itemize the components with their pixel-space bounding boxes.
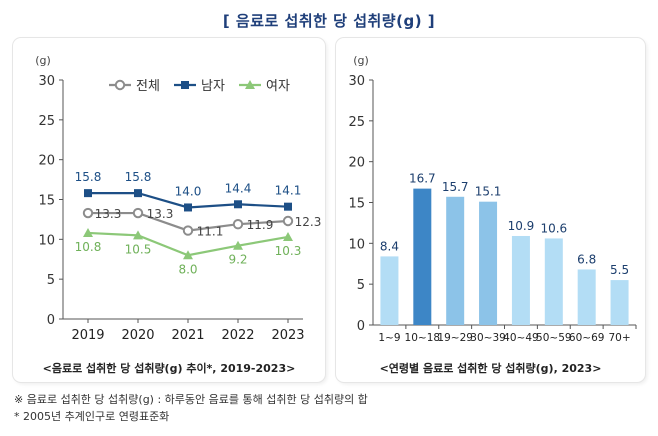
data-label: 10.5 — [125, 242, 152, 256]
data-label: 13.3 — [147, 207, 174, 221]
legend-marker — [245, 80, 255, 89]
data-point — [134, 189, 142, 198]
data-point — [234, 200, 242, 209]
x-tick-label: 70+ — [608, 332, 630, 344]
y-tick-label: 25 — [38, 114, 55, 129]
x-tick-label: 2021 — [171, 328, 204, 343]
data-point — [82, 207, 94, 219]
y-axis-unit: (g) — [35, 54, 51, 67]
data-label: 10.3 — [275, 244, 302, 258]
data-point — [182, 225, 194, 236]
y-tick-label: 5 — [357, 278, 365, 293]
bar — [544, 238, 563, 325]
data-point — [84, 189, 92, 198]
data-point — [282, 215, 294, 227]
y-tick-label: 20 — [38, 154, 55, 169]
x-tick-label: 19~29 — [437, 332, 473, 344]
footnote-1: ※ 음료로 섭취한 당 섭취량(g) : 하루동안 음료를 통해 섭취한 당 섭… — [14, 393, 368, 406]
bar — [479, 201, 498, 325]
data-label: 14.0 — [175, 184, 202, 198]
legend-marker — [181, 81, 189, 89]
footnote-2: * 2005년 추계인구로 연령표준화 — [14, 410, 170, 423]
data-label: 13.3 — [95, 207, 122, 221]
y-tick-label: 15 — [38, 194, 55, 209]
line-chart-caption: <음료로 섭취한 당 섭취량(g) 추이*, 2019-2023> — [42, 362, 296, 375]
bar — [577, 269, 596, 325]
footnotes: ※ 음료로 섭취한 당 섭취량(g) : 하루동안 음료를 통해 섭취한 당 섭… — [14, 391, 368, 425]
legend-label: 남자 — [201, 79, 225, 94]
data-label: 14.4 — [225, 181, 252, 195]
x-tick-label: 1~9 — [378, 332, 400, 344]
legend-label: 전체 — [136, 79, 160, 94]
x-tick-label: 50~59 — [536, 332, 572, 344]
y-tick-label: 10 — [38, 233, 55, 248]
bar — [610, 280, 629, 325]
data-label: 10.9 — [508, 219, 535, 233]
bar-chart-caption: <연령별 음료로 섭취한 당 섭취량(g), 2023> — [379, 362, 602, 375]
data-label: 15.8 — [75, 170, 102, 184]
data-point — [184, 203, 192, 212]
data-label: 12.3 — [295, 215, 322, 229]
y-tick-label: 0 — [47, 313, 55, 328]
x-tick-label: 2023 — [271, 328, 304, 343]
bar-chart-panel: (g) 0 5 10 15 20 25 30 8.4 1~9 16.7 10~18 15.7 19~29 1… — [336, 38, 645, 382]
data-label: 9.2 — [228, 253, 247, 267]
bar-chart: (g) 0 5 10 15 20 25 30 8.4 1~9 16.7 10~18 15.7 19~29 1… — [348, 54, 637, 344]
x-tick-label: 10~18 — [405, 332, 441, 344]
line-chart-panel: (g) 0 5 10 15 20 25 30 2019 2020 2021 2022 2023 13.3 1… — [13, 38, 325, 382]
x-tick-label: 40~49 — [503, 332, 539, 344]
data-point — [83, 227, 93, 237]
y-tick-label: 15 — [348, 197, 365, 212]
y-axis-unit: (g) — [353, 54, 369, 67]
data-label: 11.1 — [197, 225, 224, 239]
x-tick-label: 2019 — [71, 328, 104, 343]
data-label: 16.7 — [409, 172, 436, 186]
bar — [446, 196, 465, 325]
data-label: 6.8 — [577, 252, 596, 266]
data-point — [183, 250, 193, 260]
y-tick-label: 25 — [348, 115, 365, 130]
legend-marker — [114, 79, 126, 91]
y-tick-label: 10 — [348, 237, 365, 252]
data-label: 8.4 — [380, 239, 399, 253]
data-label: 8.0 — [178, 262, 197, 276]
legend-label: 여자 — [266, 79, 290, 94]
data-label: 10.8 — [75, 240, 102, 254]
data-label: 15.1 — [475, 185, 502, 199]
data-point — [283, 231, 293, 241]
data-label: 15.7 — [442, 180, 469, 194]
x-tick-label: 2020 — [121, 328, 154, 343]
chart-title: [ 음료로 섭취한 당 섭취량(g) ] — [222, 12, 436, 30]
data-label: 14.1 — [275, 184, 302, 198]
data-label: 10.6 — [540, 221, 567, 235]
data-label: 5.5 — [610, 263, 629, 277]
bar — [413, 188, 432, 325]
bar — [380, 256, 399, 325]
data-label: 15.8 — [125, 170, 152, 184]
y-tick-label: 20 — [348, 156, 365, 171]
x-tick-label: 30~39 — [470, 332, 506, 344]
data-point — [132, 207, 144, 219]
x-tick-label: 2022 — [221, 328, 254, 343]
y-tick-label: 30 — [38, 74, 55, 89]
x-tick-label: 60~69 — [569, 332, 605, 344]
bar — [511, 235, 530, 325]
data-point — [232, 218, 244, 230]
data-point — [233, 240, 243, 250]
y-tick-label: 30 — [348, 74, 365, 89]
data-point — [284, 202, 292, 211]
data-label: 11.9 — [247, 218, 274, 232]
y-tick-label: 5 — [47, 273, 55, 288]
data-point — [133, 230, 143, 240]
y-tick-label: 0 — [357, 319, 365, 334]
